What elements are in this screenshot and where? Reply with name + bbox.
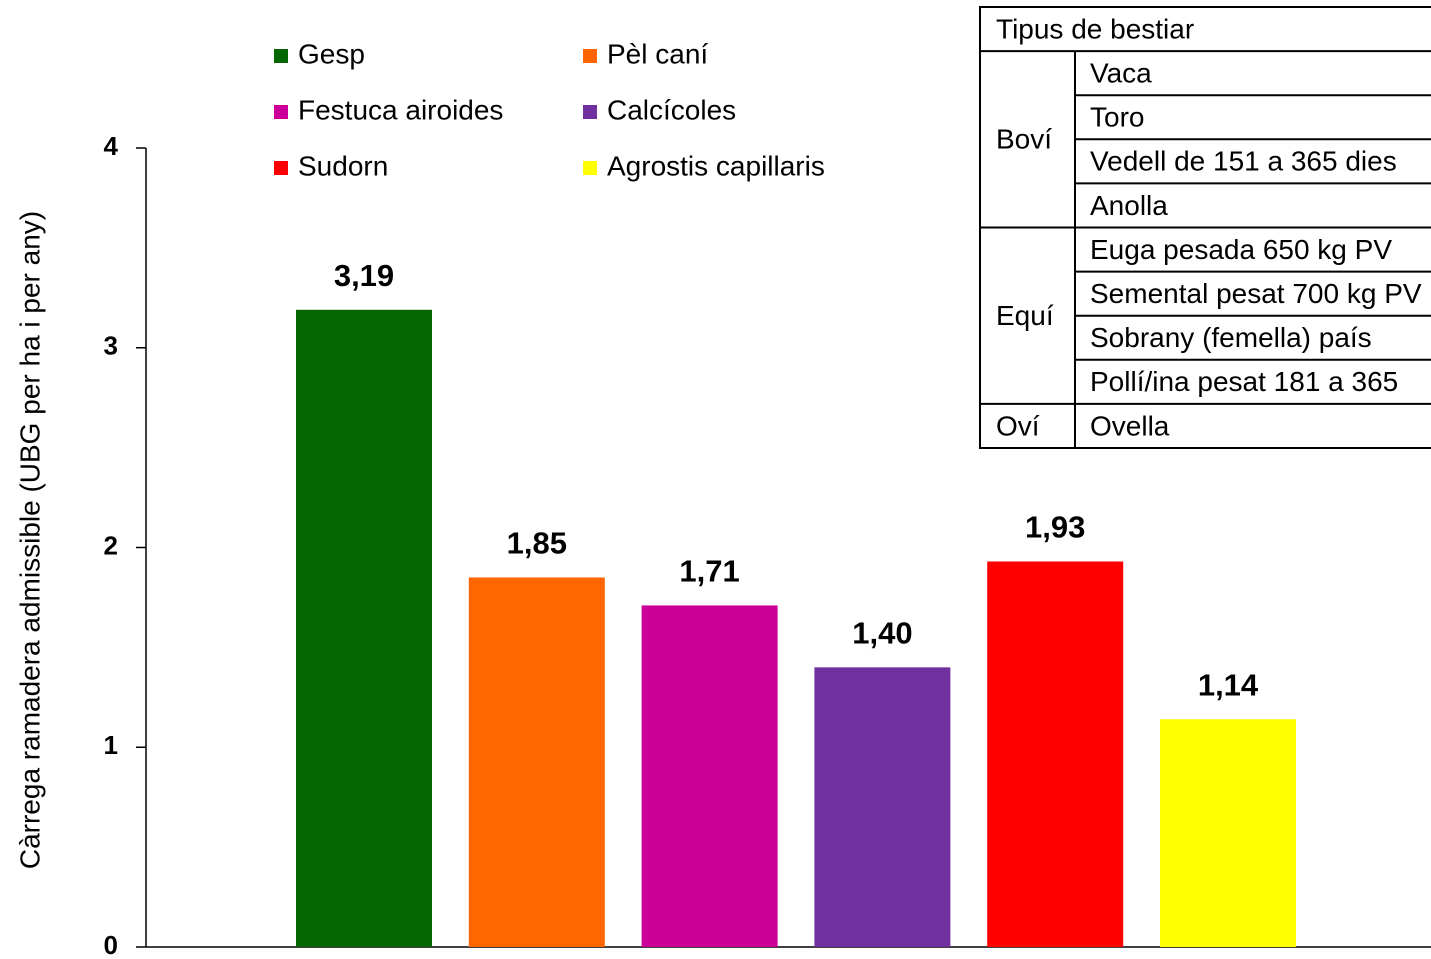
value-label: 1,71 [679, 554, 739, 589]
legend-label: Gesp [298, 38, 365, 69]
legend-label: Festuca airoides [298, 94, 503, 125]
bar [296, 309, 432, 947]
legend-label: Sudorn [298, 150, 388, 181]
table-group: Equí [996, 300, 1054, 331]
table-header: Tipus de bestiar [996, 13, 1194, 44]
value-label: 3,19 [334, 258, 394, 293]
value-label: 1,85 [507, 526, 567, 561]
bar [468, 577, 605, 947]
y-axis-label: Càrrega ramadera admissible (UBG per ha … [14, 211, 45, 869]
y-tick-label: 1 [104, 730, 118, 760]
legend-swatch [274, 49, 288, 63]
legend-label: Pèl caní [607, 38, 708, 69]
legend-swatch [274, 161, 288, 175]
table-cell: Vaca [1090, 58, 1152, 89]
y-tick-label: 2 [104, 530, 118, 560]
table-group: Boví [996, 124, 1052, 155]
y-tick-label: 0 [104, 930, 118, 959]
y-tick-label: 4 [104, 131, 119, 161]
table-cell: Semental pesat 700 kg PV [1090, 278, 1422, 309]
legend-swatch [583, 49, 597, 63]
table-cell: Vedell de 151 a 365 dies [1090, 146, 1397, 177]
y-tick-label: 3 [104, 331, 118, 361]
table-cell: Pollí/ina pesat 181 a 365 [1090, 366, 1398, 397]
legend-label: Calcícoles [607, 94, 736, 125]
value-label: 1,93 [1025, 510, 1085, 545]
table-cell: Ovella [1090, 410, 1170, 441]
table-cell: Euga pesada 650 kg PV [1090, 234, 1392, 265]
table-cell: Toro [1090, 102, 1144, 133]
legend-label: Agrostis capillaris [607, 150, 825, 181]
legend-swatch [583, 161, 597, 175]
table-cell: Anolla [1090, 190, 1168, 221]
bar [641, 605, 778, 947]
value-label: 1,40 [852, 616, 912, 651]
table-group: Oví [996, 410, 1040, 441]
value-label: 1,14 [1198, 667, 1259, 702]
bar [814, 667, 951, 947]
legend-swatch [583, 105, 597, 119]
legend-swatch [274, 105, 288, 119]
table-cell: Sobrany (femella) país [1090, 322, 1372, 353]
bar [987, 561, 1124, 947]
bar [1160, 719, 1296, 947]
